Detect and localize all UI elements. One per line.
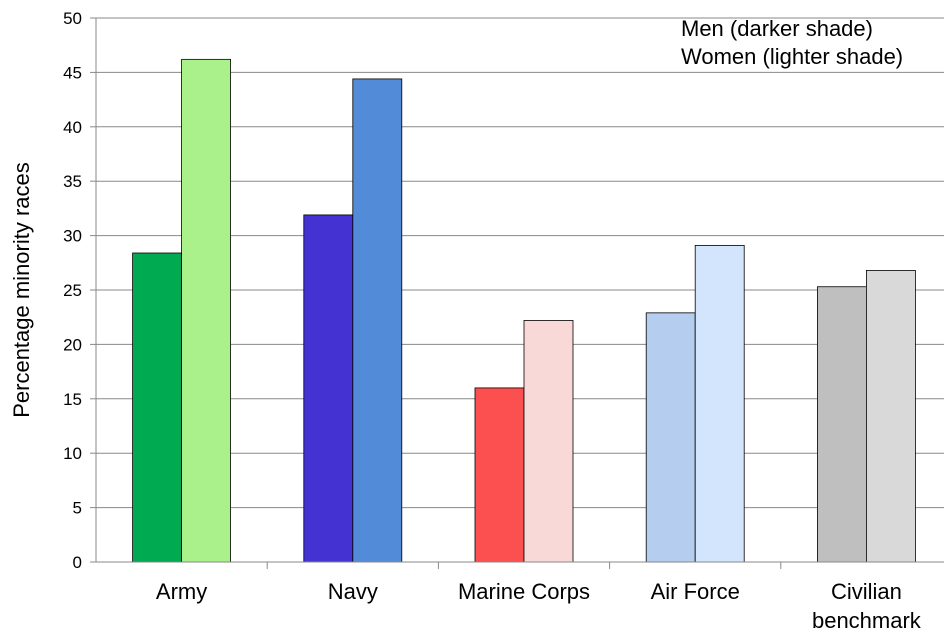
- y-tick-label: 10: [63, 444, 82, 463]
- x-category-label: Marine Corps: [458, 579, 590, 604]
- bar-women: [866, 270, 916, 563]
- legend-entry: Men (darker shade): [681, 16, 873, 41]
- bar-women: [352, 78, 403, 563]
- bars: [132, 58, 916, 563]
- bar-men: [303, 214, 354, 563]
- x-category-label: Civilian: [831, 579, 902, 604]
- bar-men: [645, 312, 696, 563]
- y-tick-label: 0: [73, 553, 82, 572]
- y-tick-labels: 0 5 10 15 20 25 30 35 40 45 50: [63, 9, 82, 572]
- gridlines: [96, 17, 944, 509]
- legend-entry: Women (lighter shade): [681, 44, 903, 69]
- bar-men: [132, 252, 183, 563]
- y-tick-label: 35: [63, 172, 82, 191]
- bar-women: [694, 244, 745, 563]
- y-tick-label: 45: [63, 63, 82, 82]
- y-tick-label: 25: [63, 281, 82, 300]
- bar-women: [181, 58, 232, 563]
- y-tick-label: 30: [63, 227, 82, 246]
- x-category-label: Army: [156, 579, 207, 604]
- y-tick-label: 50: [63, 9, 82, 28]
- x-category-labels: Army Navy Marine Corps Air Force Civilian ben…: [156, 579, 922, 632]
- y-tick-label: 15: [63, 390, 82, 409]
- y-tick-label: 5: [73, 499, 82, 518]
- x-category-label: benchmark: [812, 608, 922, 632]
- axes: [90, 17, 944, 569]
- y-axis-title: Percentage minority races: [9, 162, 34, 418]
- bar-women: [523, 320, 574, 563]
- x-category-label: Air Force: [651, 579, 740, 604]
- legend: Men (darker shade) Women (lighter shade): [681, 16, 903, 69]
- y-tick-label: 40: [63, 118, 82, 137]
- x-category-label: Navy: [328, 579, 378, 604]
- bar-men: [474, 387, 525, 563]
- bar-men: [817, 286, 867, 563]
- y-tick-label: 20: [63, 335, 82, 354]
